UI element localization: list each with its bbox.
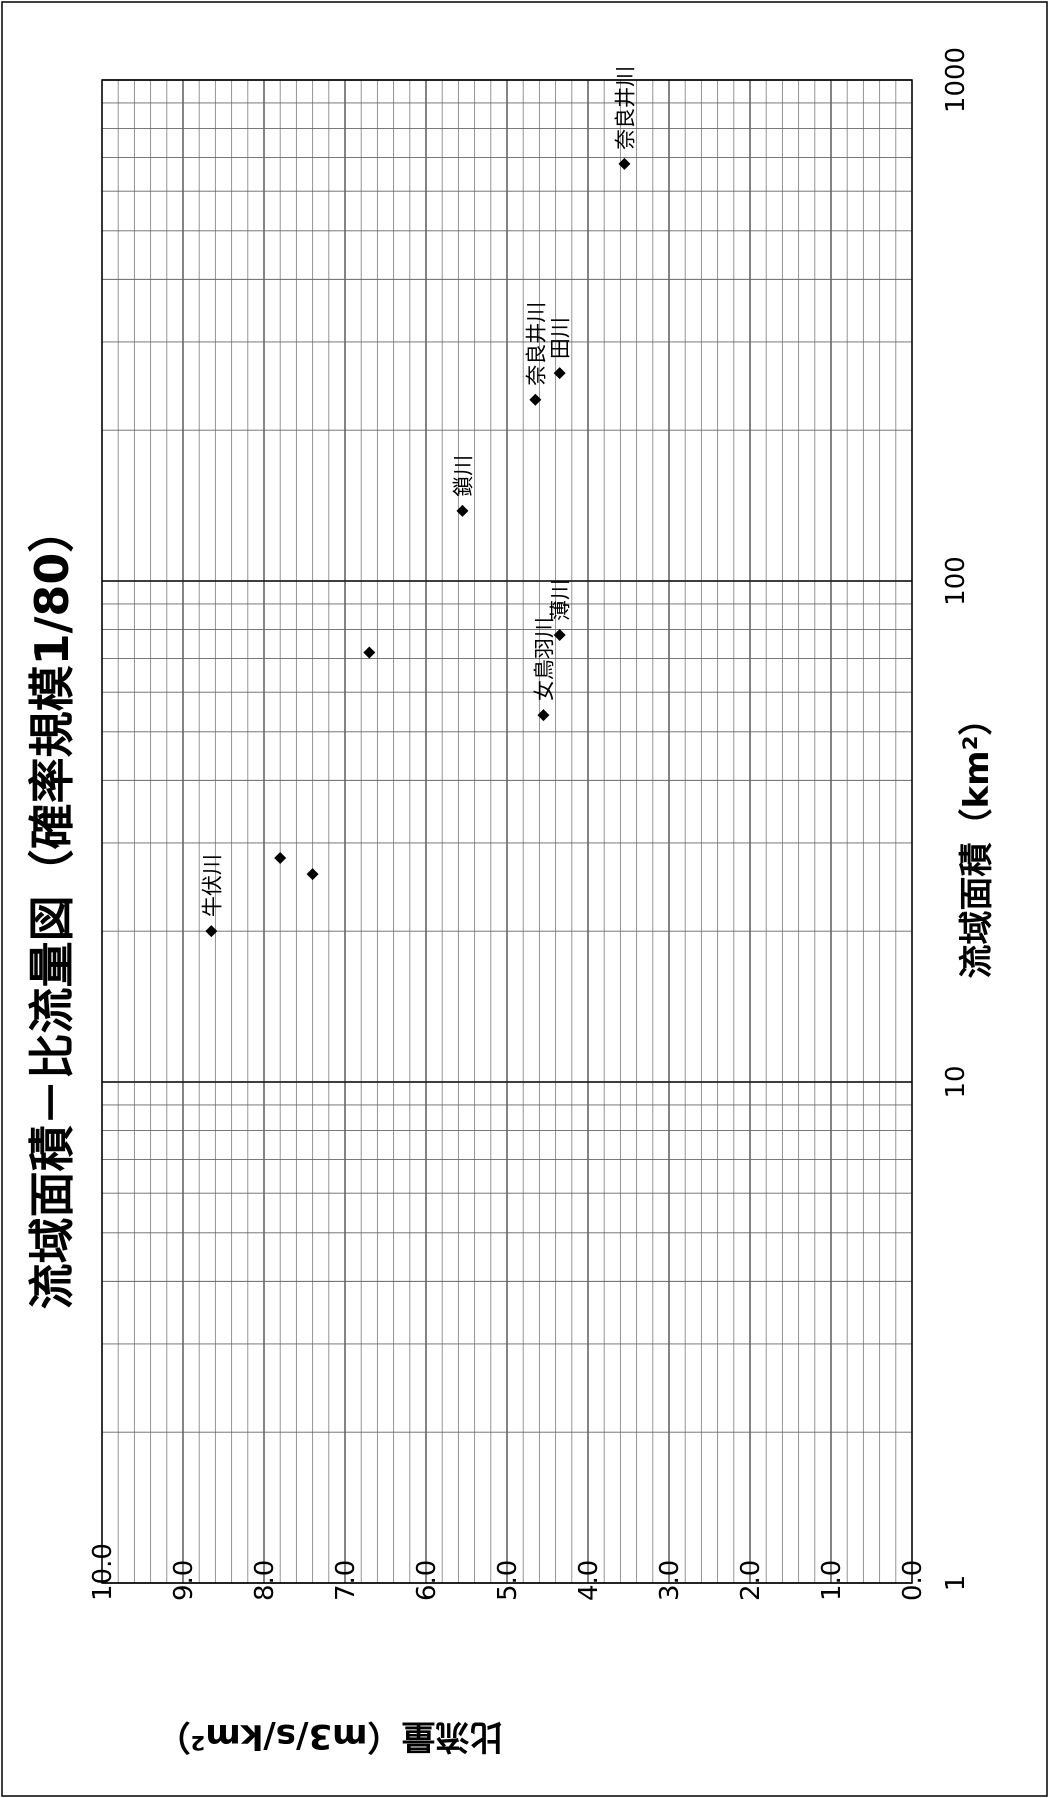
y-tick-label: 10.0 xyxy=(88,1543,118,1601)
x-tick-label: 1 xyxy=(941,1575,971,1592)
point-label: 牛伏川 xyxy=(200,854,224,917)
y-tick-label: 0.0 xyxy=(898,1560,928,1601)
x-tick-label: 1000 xyxy=(941,47,971,113)
plot-area-frame xyxy=(101,79,913,1584)
y-tick-label: 3.0 xyxy=(655,1560,685,1601)
y-tick-label: 4.0 xyxy=(574,1560,604,1601)
y-tick-label: 8.0 xyxy=(250,1560,280,1601)
data-point xyxy=(306,868,319,881)
data-point xyxy=(456,504,469,517)
data-point xyxy=(205,925,218,938)
point-label: 田川 xyxy=(549,317,573,359)
y-tick-label: 6.0 xyxy=(412,1560,442,1601)
x-tick-label: 100 xyxy=(941,556,971,606)
y-tick-label: 1.0 xyxy=(817,1560,847,1601)
data-point xyxy=(618,157,631,170)
y-tick-label: 5.0 xyxy=(493,1560,523,1601)
point-label: 薄川 xyxy=(549,579,573,621)
grid xyxy=(101,79,913,1584)
y-tick-label: 2.0 xyxy=(736,1560,766,1601)
data-point xyxy=(529,393,542,406)
data-points xyxy=(205,157,631,938)
y-tick-label: 7.0 xyxy=(331,1560,361,1601)
y-axis-label: 比流量（m3/s/km²） xyxy=(156,1716,503,1756)
tick-labels: 0.0 1.0 2.0 3.0 4.0 5.0 6.0 7.0 8.0 9.0 10.0 1 10 100… xyxy=(88,47,971,1601)
data-point xyxy=(274,851,287,864)
data-point xyxy=(553,367,566,380)
point-label: 奈良井川 xyxy=(613,66,637,150)
x-tick-label: 10 xyxy=(941,1065,971,1098)
chart-title: 流域面積－比流量図（確率規模1/80） xyxy=(25,507,79,1310)
data-point xyxy=(363,646,376,659)
point-label: 奈良井川 xyxy=(524,302,548,386)
y-tick-label: 9.0 xyxy=(169,1560,199,1601)
point-label: 鎖川 xyxy=(451,455,475,497)
x-axis-label: 流域面積（km²） xyxy=(957,702,997,979)
data-point xyxy=(537,709,550,722)
point-label: 女鳥羽川 xyxy=(532,617,556,701)
data-point xyxy=(553,629,566,642)
